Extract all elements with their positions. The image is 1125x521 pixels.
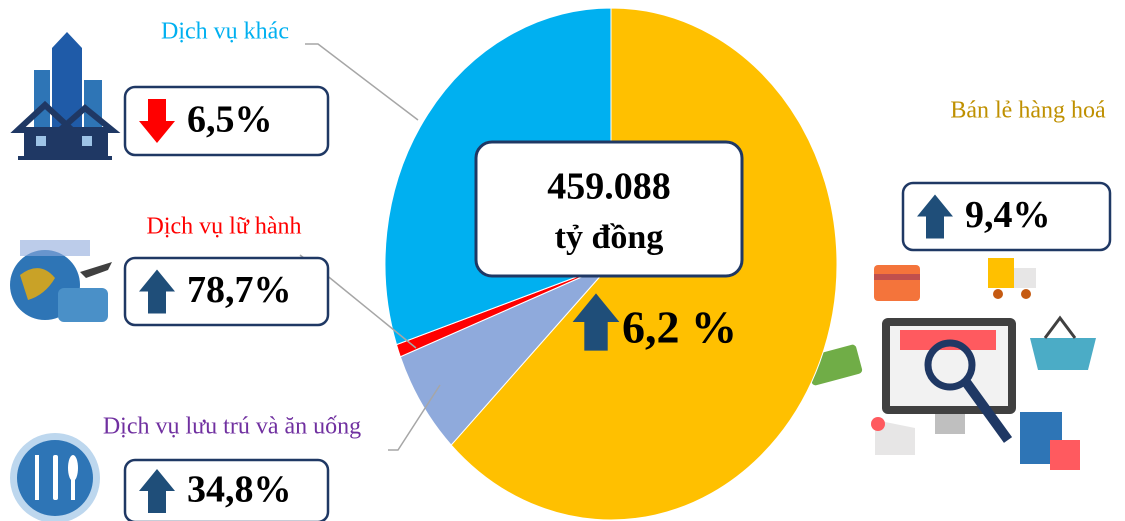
growth-label: 9,4% [965,194,1051,236]
total-growth-label: 6,2 % [622,302,737,353]
chart: Bán lẻ hàng hoá 9,4% Dịch vụ lưu trú và ăn… [0,0,1125,521]
total-box: 459.088 tỷ đồng [476,142,742,276]
category-label: Dịch vụ lưu trú và ăn uống [103,414,361,440]
growth-label: 78,7% [187,269,292,311]
growth-label: 34,8% [187,469,292,511]
category-label: Bán lẻ hàng hoá [950,98,1106,124]
page: Bán lẻ hàng hoá 9,4% Dịch vụ lưu trú và ăn… [0,0,1125,521]
category-label: Dịch vụ lữ hành [147,214,302,240]
dining-icon [10,433,100,521]
category-label: Dịch vụ khác [161,19,289,45]
total-box-frame [476,142,742,276]
total-value: 459.088 [547,166,671,208]
total-unit: tỷ đồng [555,219,664,256]
retail-icon [805,258,1096,470]
building-icon [18,32,112,160]
travel-icon [10,240,112,322]
growth-label: 6,5% [187,99,273,141]
